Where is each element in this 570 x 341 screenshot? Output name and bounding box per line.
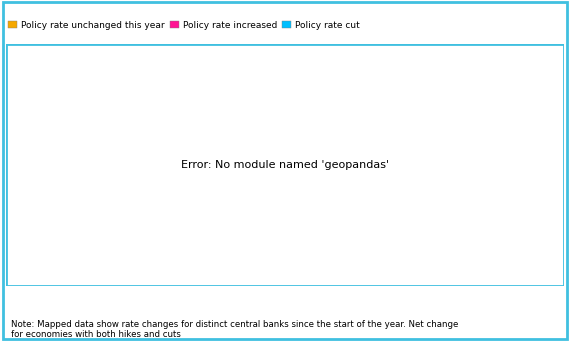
Legend: Policy rate unchanged this year, Policy rate increased, Policy rate cut: Policy rate unchanged this year, Policy … bbox=[5, 17, 363, 34]
Text: Note: Mapped data show rate changes for distinct central banks since the start o: Note: Mapped data show rate changes for … bbox=[11, 320, 459, 339]
Text: Error: No module named 'geopandas': Error: No module named 'geopandas' bbox=[181, 160, 389, 170]
